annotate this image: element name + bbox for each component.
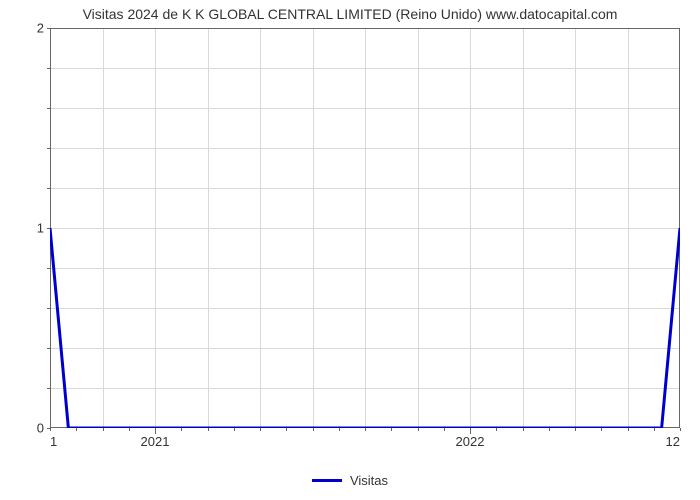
x-minor-tick bbox=[76, 428, 77, 431]
x-minor-tick bbox=[208, 428, 209, 431]
y-tick-label: 1 bbox=[37, 221, 44, 236]
x-minor-tick bbox=[680, 428, 681, 431]
y-minor-tick bbox=[47, 148, 50, 149]
x-minor-tick bbox=[575, 428, 576, 431]
x-minor-tick bbox=[628, 428, 629, 431]
y-tick-label: 0 bbox=[37, 421, 44, 436]
x-minor-tick bbox=[601, 428, 602, 431]
y-minor-tick bbox=[47, 348, 50, 349]
y-minor-tick bbox=[47, 268, 50, 269]
y-minor-tick bbox=[47, 308, 50, 309]
legend-swatch bbox=[312, 479, 342, 482]
y-tick-label: 2 bbox=[37, 21, 44, 36]
series-line bbox=[50, 28, 680, 428]
x-minor-tick bbox=[444, 428, 445, 431]
plot-area: 1 12 01220212022 bbox=[50, 28, 680, 428]
x-minor-tick bbox=[155, 428, 156, 431]
x-minor-tick bbox=[418, 428, 419, 431]
x-minor-tick bbox=[129, 428, 130, 431]
x-minor-tick bbox=[365, 428, 366, 431]
x-minor-tick bbox=[50, 428, 51, 431]
x-minor-tick bbox=[470, 428, 471, 431]
x-minor-tick bbox=[234, 428, 235, 431]
x-minor-tick bbox=[523, 428, 524, 431]
x-minor-tick bbox=[286, 428, 287, 431]
x-tick-label: 2022 bbox=[456, 434, 485, 449]
x-minor-tick bbox=[654, 428, 655, 431]
legend: Visitas bbox=[0, 472, 700, 488]
x-minor-tick bbox=[339, 428, 340, 431]
x-minor-tick bbox=[260, 428, 261, 431]
y-minor-tick bbox=[47, 228, 50, 229]
legend-label: Visitas bbox=[350, 473, 388, 488]
x-minor-tick bbox=[181, 428, 182, 431]
x-minor-tick bbox=[549, 428, 550, 431]
y-minor-tick bbox=[47, 388, 50, 389]
x-minor-tick bbox=[313, 428, 314, 431]
chart-title: Visitas 2024 de K K GLOBAL CENTRAL LIMIT… bbox=[0, 6, 700, 22]
x-minor-tick bbox=[391, 428, 392, 431]
y-minor-tick bbox=[47, 108, 50, 109]
y-minor-tick bbox=[47, 188, 50, 189]
x-minor-tick bbox=[496, 428, 497, 431]
chart-container: Visitas 2024 de K K GLOBAL CENTRAL LIMIT… bbox=[0, 0, 700, 500]
y-minor-tick bbox=[47, 28, 50, 29]
y-minor-tick bbox=[47, 68, 50, 69]
x-minor-tick bbox=[103, 428, 104, 431]
x-tick-label: 2021 bbox=[141, 434, 170, 449]
x-range-max-label: 12 bbox=[666, 434, 680, 449]
x-range-min-label: 1 bbox=[50, 434, 57, 449]
